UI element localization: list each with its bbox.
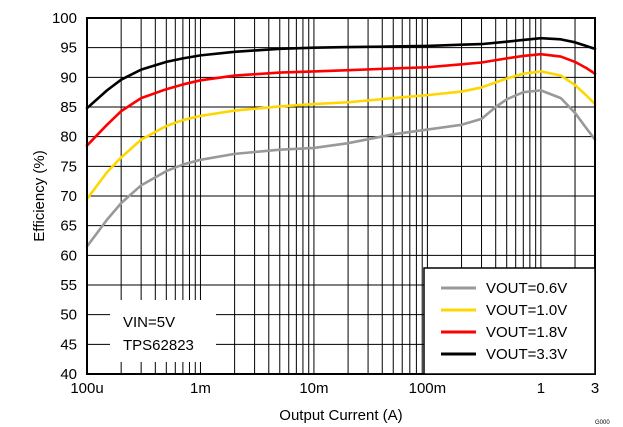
y-tick-label: 55 — [60, 277, 77, 294]
annotation-box: VIN=5V TPS62823 — [110, 300, 216, 362]
x-tick-label: 1 — [537, 380, 545, 397]
legend: VOUT=0.6V VOUT=1.0V VOUT=1.8V VOUT=3.3V — [423, 267, 596, 375]
x-tick-label: 3 — [591, 380, 599, 397]
y-tick-label: 40 — [60, 366, 77, 383]
y-axis-label: Efficiency (%) — [31, 150, 48, 241]
series-line-2 — [85, 70, 597, 201]
legend-label-3: VOUT=1.8V — [486, 324, 567, 341]
figure-code: G000 — [595, 420, 610, 426]
y-tick-label: 70 — [60, 188, 77, 205]
series-lines — [85, 36, 597, 248]
series-line-1 — [85, 89, 597, 248]
y-tick-label: 60 — [60, 247, 77, 264]
y-tick-label: 45 — [60, 336, 77, 353]
tick-labels: 40 45 50 55 60 65 70 75 80 85 90 95 100 100u 1m 10m 100m… — [52, 10, 599, 397]
legend-box — [423, 267, 596, 375]
y-tick-label: 65 — [60, 218, 77, 235]
legend-label-2: VOUT=1.0V — [486, 302, 567, 319]
x-tick-label: 10m — [299, 380, 328, 397]
x-tick-label: 100m — [409, 380, 447, 397]
y-tick-label: 80 — [60, 129, 77, 146]
y-tick-label: 100 — [52, 10, 77, 27]
plot-frame — [86, 17, 596, 375]
y-tick-label: 95 — [60, 40, 77, 57]
x-axis-label: Output Current (A) — [279, 407, 402, 424]
series-line-4 — [85, 36, 597, 110]
annotation-part-number: TPS62823 — [123, 337, 194, 354]
x-tick-label: 100u — [70, 380, 103, 397]
y-tick-label: 50 — [60, 307, 77, 324]
legend-label-4: VOUT=3.3V — [486, 346, 567, 363]
y-tick-label: 85 — [60, 99, 77, 116]
y-tick-label: 75 — [60, 158, 77, 175]
annotation-vin: VIN=5V — [123, 314, 175, 331]
y-tick-label: 90 — [60, 69, 77, 86]
legend-label-1: VOUT=0.6V — [486, 280, 567, 297]
x-tick-label: 1m — [190, 380, 211, 397]
series-line-3 — [85, 52, 597, 147]
annotation-background — [110, 300, 216, 362]
